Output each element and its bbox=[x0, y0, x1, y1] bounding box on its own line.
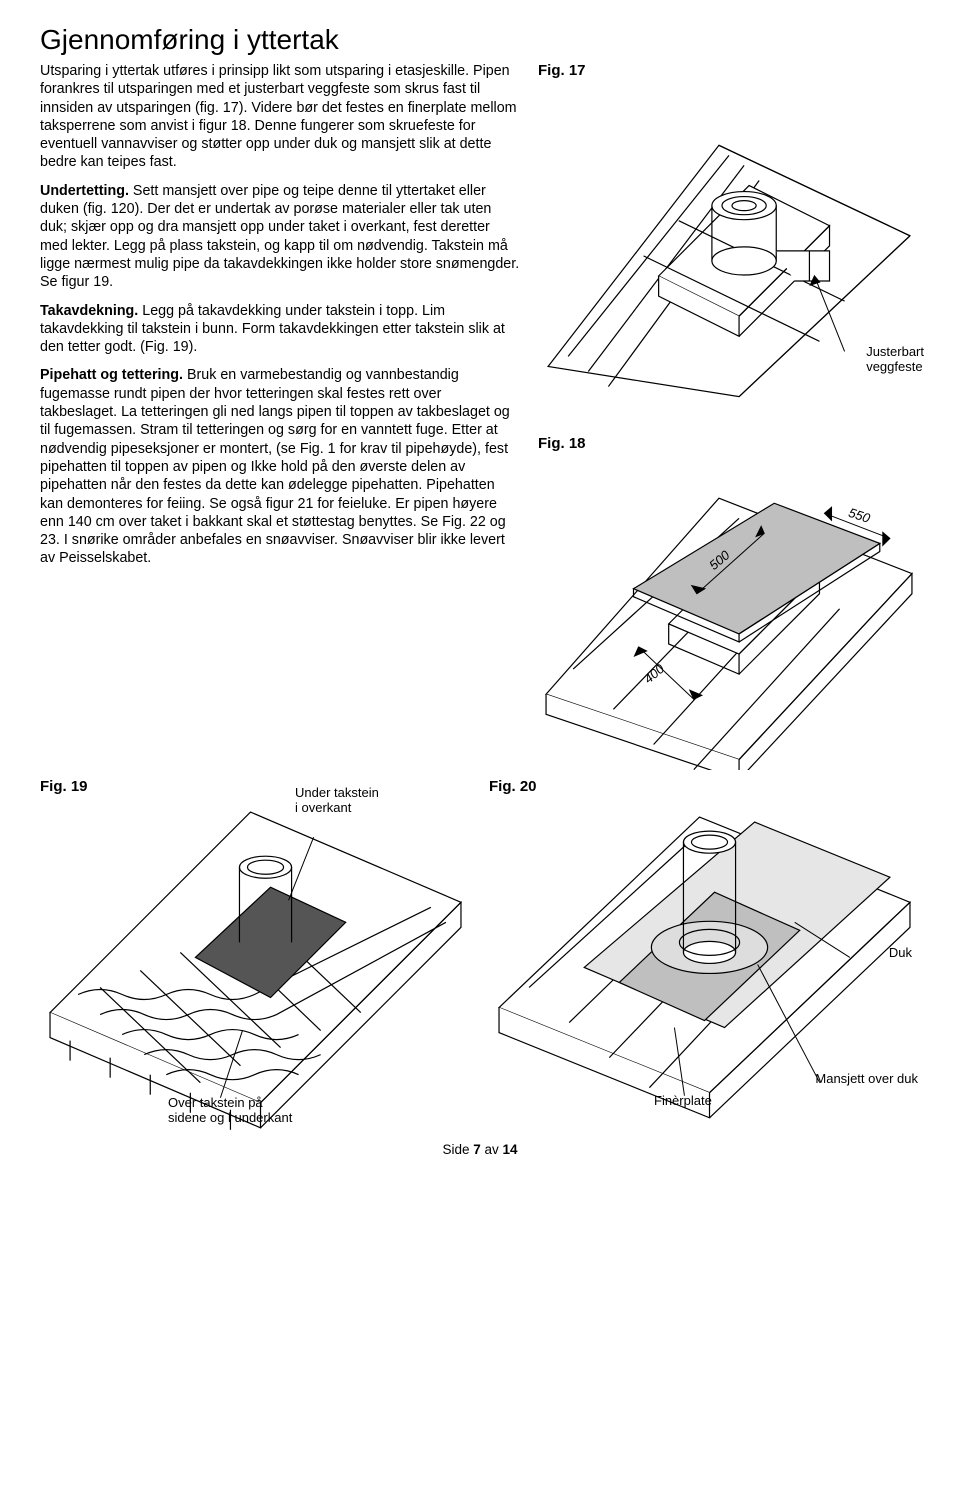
p2-lead: Undertetting. bbox=[40, 183, 129, 199]
bottom-section: Fig. 19 bbox=[40, 778, 920, 1128]
figure-column: Fig. 17 bbox=[538, 62, 920, 768]
fig19-illustration bbox=[40, 782, 471, 1133]
fig19: Fig. 19 bbox=[40, 778, 471, 1128]
fig20-annot-duk: Duk bbox=[889, 946, 912, 961]
fig19-label: Fig. 19 bbox=[40, 778, 88, 795]
p3-lead: Takavdekning. bbox=[40, 303, 138, 319]
fig18-label: Fig. 18 bbox=[538, 435, 920, 452]
paragraph-1: Utsparing i yttertak utføres i prinsipp … bbox=[40, 62, 520, 172]
fig17-label: Fig. 17 bbox=[538, 62, 920, 79]
page-footer: Side 7 av 14 bbox=[40, 1142, 920, 1157]
p4-body: Bruk en varmebestandig og vannbestandig … bbox=[40, 367, 510, 566]
fig17: Justerbart veggfeste bbox=[538, 85, 920, 415]
fig19-annot-bottom: Over takstein på sidene og i underkant bbox=[168, 1096, 292, 1126]
fig20: Fig. 20 bbox=[489, 778, 920, 1128]
p4-lead: Pipehatt og tettering. bbox=[40, 367, 183, 383]
top-section: Utsparing i yttertak utføres i prinsipp … bbox=[40, 62, 920, 768]
fig20-annot-mansjett: Mansjett over duk bbox=[815, 1072, 918, 1087]
text-column: Utsparing i yttertak utføres i prinsipp … bbox=[40, 62, 520, 768]
fig17-annot: Justerbart veggfeste bbox=[866, 345, 924, 375]
footer-pre: Side bbox=[442, 1142, 473, 1157]
fig18-illustration: 400 500 550 bbox=[538, 458, 920, 770]
fig20-label: Fig. 20 bbox=[489, 778, 537, 795]
paragraph-4: Pipehatt og tettering. Bruk en varmebest… bbox=[40, 366, 520, 567]
fig19-annot-top: Under takstein i overkant bbox=[295, 786, 379, 816]
footer-total: 14 bbox=[503, 1142, 518, 1157]
fig18: 400 500 550 bbox=[538, 458, 920, 768]
fig17-illustration bbox=[538, 85, 920, 417]
paragraph-3: Takavdekning. Legg på takavdekking under… bbox=[40, 302, 520, 357]
fig20-annot-finerplate: Finèrplate bbox=[654, 1094, 712, 1109]
page-title: Gjennomføring i yttertak bbox=[40, 24, 920, 56]
footer-mid: av bbox=[481, 1142, 503, 1157]
footer-page: 7 bbox=[473, 1142, 481, 1157]
paragraph-2: Undertetting. Sett mansjett over pipe og… bbox=[40, 182, 520, 292]
